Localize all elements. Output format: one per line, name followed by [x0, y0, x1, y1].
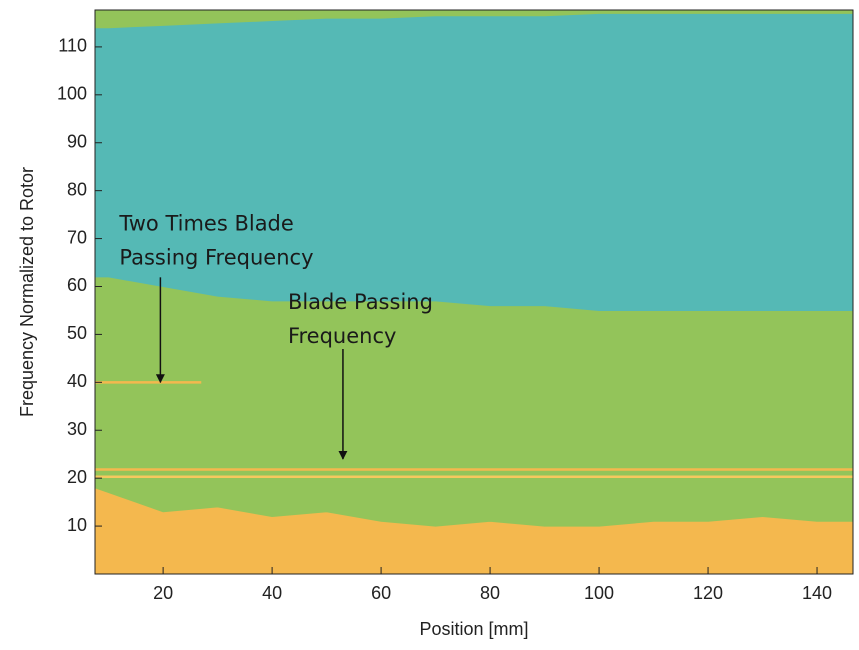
y-tick-label: 90 — [67, 131, 87, 151]
annotation-text: Blade Passing — [288, 290, 433, 314]
x-tick-label: 120 — [693, 583, 723, 603]
y-tick-label: 60 — [67, 275, 87, 295]
y-tick-label: 70 — [67, 227, 87, 247]
y-axis-label: Frequency Normalized to Rotor — [17, 167, 37, 417]
y-tick-label: 100 — [57, 84, 87, 104]
x-tick-label: 40 — [262, 583, 282, 603]
x-tick-label: 20 — [153, 583, 173, 603]
x-tick-label: 100 — [584, 583, 614, 603]
x-tick-label: 140 — [802, 583, 832, 603]
annotation-text: Two Times Blade — [118, 211, 293, 235]
y-tick-label: 20 — [67, 467, 87, 487]
area — [94, 276, 854, 527]
y-tick-label: 80 — [67, 179, 87, 199]
y-tick-label: 50 — [67, 323, 87, 343]
x-axis-label: Position [mm] — [419, 619, 528, 639]
x-tick-label: 60 — [371, 583, 391, 603]
plot-frame — [94, 9, 854, 575]
plot-area — [94, 9, 854, 575]
x-tick-label: 80 — [480, 583, 500, 603]
y-tick-label: 30 — [67, 419, 87, 439]
annotation-text: Passing Frequency — [119, 245, 313, 269]
y-tick-label: 40 — [67, 371, 87, 391]
y-tick-label: 10 — [67, 515, 87, 535]
y-tick-label: 110 — [58, 36, 87, 56]
annotation-text: Frequency — [288, 324, 397, 348]
